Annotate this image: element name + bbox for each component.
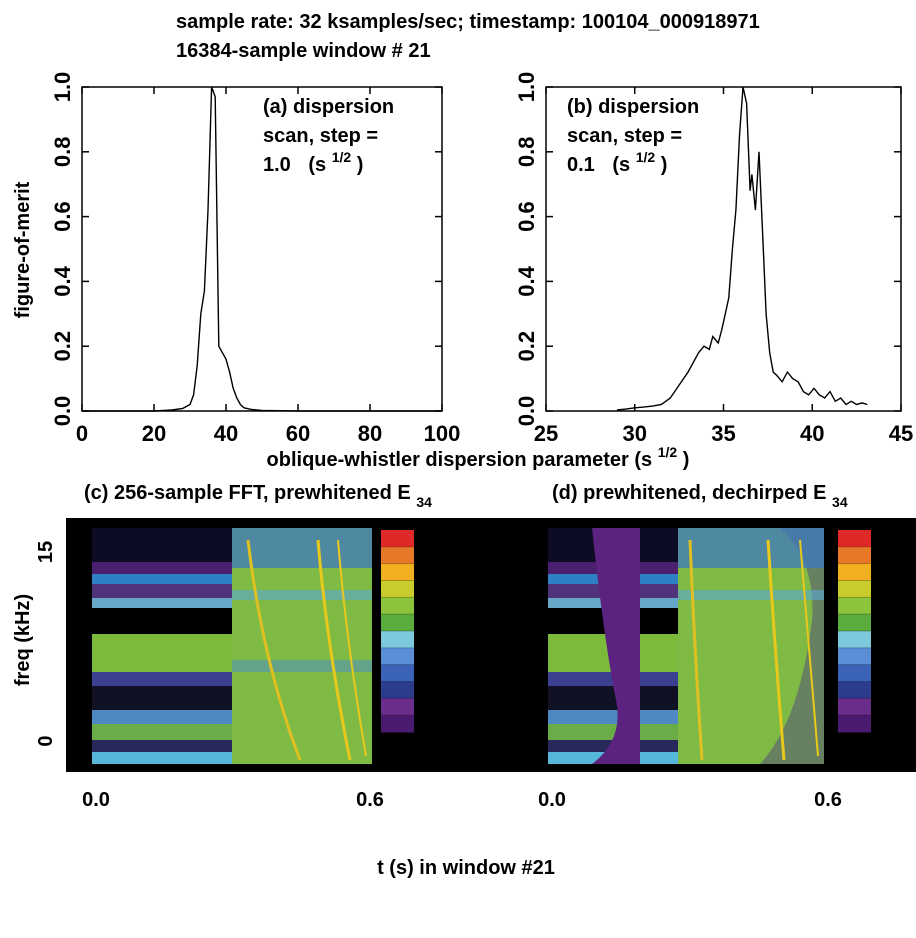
panel-b-ticks <box>545 86 902 412</box>
panel-b-y-tick-labels: 0.0 0.2 0.4 0.6 0.8 1.0 <box>514 72 539 427</box>
panel-c-colorbar-swatch <box>381 597 414 615</box>
panel-b-y-tick-label: 0.2 <box>514 331 539 362</box>
panel-b-annotation-2: scan, step = <box>567 125 682 147</box>
panel-d-colorbar-swatch <box>838 563 871 581</box>
panel-c-colorbar-swatch <box>381 580 414 598</box>
panel-c-colorbar-swatch <box>381 631 414 649</box>
panel-a-annotation-3: 1.0 (s 1/2 ) <box>263 145 363 176</box>
x-axis-label-top-sup: 1/2 <box>658 444 678 460</box>
panel-a-x-tick-label: 80 <box>358 421 382 446</box>
panel-b-annotation-1: (b) dispersion <box>567 96 699 118</box>
panel-b-y-tick-label: 0.0 <box>514 396 539 427</box>
panel-b-x-tick-label: 35 <box>711 421 735 446</box>
panel-a-y-tick-label: 0.2 <box>50 331 75 362</box>
panel-b-annotation-3-value: 0.1 <box>567 154 595 176</box>
panel-b-y-tick-label: 0.8 <box>514 137 539 168</box>
panel-c-colorbar-swatch <box>381 698 414 716</box>
panel-a-y-tick-labels: 0.0 0.2 0.4 0.6 0.8 1.0 <box>50 72 75 427</box>
panel-c-colorbar-swatch <box>381 530 414 548</box>
panel-d-colorbar-swatch <box>838 715 871 733</box>
panel-c-colorbar-swatch <box>381 664 414 682</box>
panel-b-x-tick-labels: 25 30 35 40 45 <box>534 421 913 446</box>
panel-a-x-tick-label: 20 <box>142 421 166 446</box>
panel-c-colorbar-swatch <box>381 563 414 581</box>
panel-a-annotation-1: (a) dispersion <box>263 96 394 118</box>
y-axis-label-top: figure-of-merit <box>12 181 34 318</box>
panel-a-y-tick-label: 0.0 <box>50 396 75 427</box>
panel-c-x-tick-0-6: 0.6 <box>356 789 384 811</box>
panel-a-y-tick-label: 0.4 <box>50 265 75 296</box>
panel-d-colorbar-swatch <box>838 681 871 699</box>
panel-d-heatmap <box>548 528 824 764</box>
panel-c-title-main: (c) 256-sample FFT, prewhitened E <box>84 482 411 504</box>
panel-b-x-tick-label: 30 <box>623 421 647 446</box>
panel-b-series-line <box>616 86 868 411</box>
panel-d-colorbar-swatch <box>838 597 871 615</box>
panel-a-series-line <box>82 86 442 412</box>
panel-c-colorbar <box>381 530 414 733</box>
panel-c-colorbar-swatch <box>381 614 414 632</box>
panel-b-annotation-3-sup: 1/2 <box>636 149 656 165</box>
panel-c-heatmap <box>92 528 372 764</box>
panel-d-colorbar-swatch <box>838 530 871 548</box>
panel-a-annotation-3-unit: (s <box>308 154 326 176</box>
panel-a-x-tick-label: 100 <box>424 421 461 446</box>
panel-a-annotation-2: scan, step = <box>263 125 378 147</box>
panel-a-x-tick-label: 0 <box>76 421 88 446</box>
panel-d-colorbar-swatch <box>838 664 871 682</box>
panel-d-title: (d) prewhitened, dechirped E 34 <box>552 482 848 510</box>
panel-a-x-tick-labels: 0 20 40 60 80 100 <box>76 421 460 446</box>
panel-b-annotation-3-close: ) <box>661 154 668 176</box>
panel-a-ticks <box>81 86 443 412</box>
x-axis-label-bottom: t (s) in window #21 <box>377 857 555 879</box>
panel-c-colorbar-swatch <box>381 715 414 733</box>
panel-d-x-tick-0: 0.0 <box>538 789 566 811</box>
panel-a-annotation-3-close: ) <box>357 154 364 176</box>
panel-d-colorbar-swatch <box>838 580 871 598</box>
panel-b-x-tick-label: 40 <box>800 421 824 446</box>
panel-b-x-tick-label: 45 <box>889 421 913 446</box>
panel-c-title-sub: 34 <box>416 494 432 510</box>
panel-a-annotation-3-sup: 1/2 <box>332 149 352 165</box>
panel-b-annotation-3-unit: (s <box>612 154 630 176</box>
panel-a-y-tick-label: 0.8 <box>50 137 75 168</box>
panel-c-colorbar-swatch <box>381 647 414 666</box>
panel-c-y-tick-15: 15 <box>35 541 57 563</box>
panel-d-colorbar-swatch <box>838 698 871 716</box>
panel-a-y-tick-label: 0.6 <box>50 201 75 232</box>
panel-d-x-tick-0-6: 0.6 <box>814 789 842 811</box>
panel-a-y-tick-label: 1.0 <box>50 72 75 103</box>
panel-b-x-tick-label: 25 <box>534 421 558 446</box>
panel-d-title-sub: 34 <box>832 494 848 510</box>
panel-a: 0 20 40 60 80 100 0.0 0.2 0.4 0.6 0.8 1.0 (a) disp… <box>50 72 460 446</box>
panel-d-colorbar-swatch <box>838 546 871 565</box>
panel-b: 25 30 35 40 45 0.0 0.2 0.4 0.6 0.8 1.0 (b) disper… <box>514 72 913 446</box>
panel-d-colorbar-swatch <box>838 631 871 649</box>
panel-c-x-tick-0: 0.0 <box>82 789 110 811</box>
panel-a-x-tick-label: 40 <box>214 421 238 446</box>
y-axis-label-bottom: freq (kHz) <box>12 594 34 686</box>
panel-d-colorbar-swatch <box>838 614 871 632</box>
panel-d-title-main: (d) prewhitened, dechirped E <box>552 482 826 504</box>
panel-a-frame <box>81 86 443 412</box>
panel-c-y-tick-0: 0 <box>35 735 57 746</box>
x-axis-label-top: oblique-whistler dispersion parameter (s… <box>267 440 690 471</box>
panel-d-colorbar <box>838 530 871 733</box>
panel-b-y-tick-label: 0.4 <box>514 265 539 296</box>
panel-c-colorbar-swatch <box>381 546 414 565</box>
panel-c-title: (c) 256-sample FFT, prewhitened E 34 <box>84 482 432 510</box>
header-line-2: 16384-sample window # 21 <box>176 40 431 62</box>
panel-b-y-tick-label: 0.6 <box>514 201 539 232</box>
panel-a-annotation-3-value: 1.0 <box>263 154 291 176</box>
header-line-1: sample rate: 32 ksamples/sec; timestamp:… <box>176 11 760 33</box>
x-axis-label-top-close: ) <box>683 449 690 471</box>
panel-b-annotation-3: 0.1 (s 1/2 ) <box>567 145 667 176</box>
panel-d-colorbar-swatch <box>838 647 871 666</box>
x-axis-label-top-main: oblique-whistler dispersion parameter (s <box>267 449 653 471</box>
panel-a-x-tick-label: 60 <box>286 421 310 446</box>
panel-c-colorbar-swatch <box>381 681 414 699</box>
panel-b-y-tick-label: 1.0 <box>514 72 539 103</box>
